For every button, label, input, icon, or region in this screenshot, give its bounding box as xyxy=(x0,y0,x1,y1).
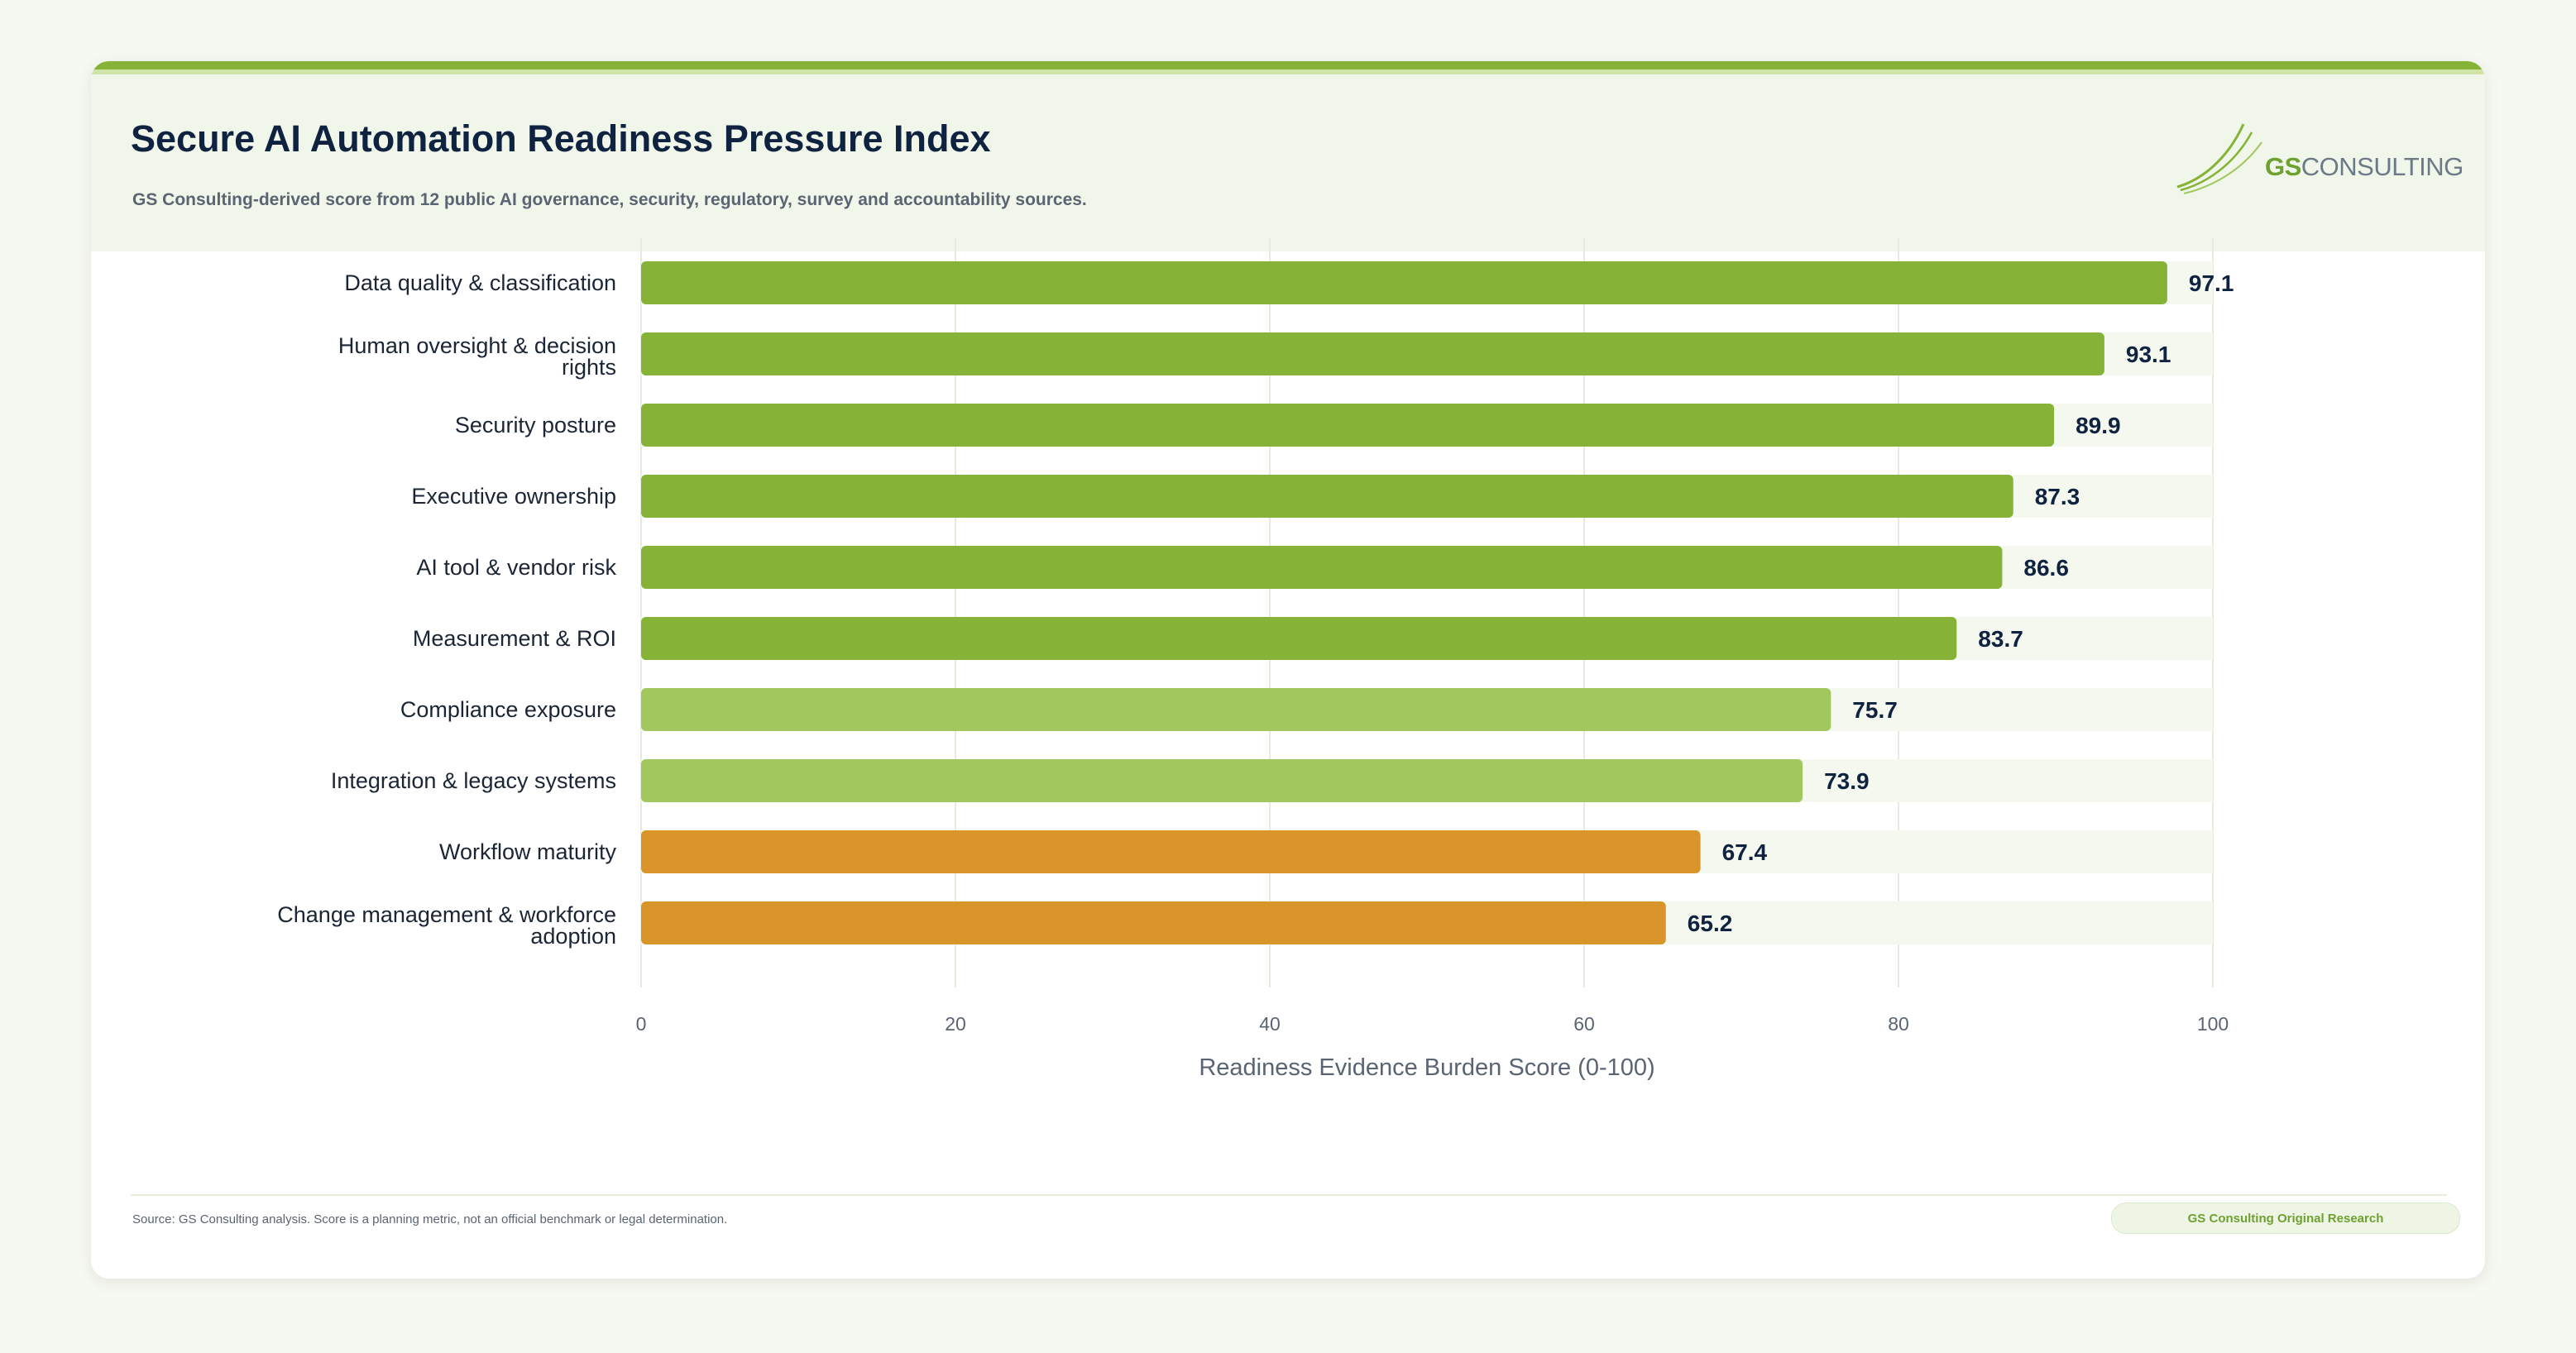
bar xyxy=(641,404,2055,447)
category-label: Measurement & ROI xyxy=(413,626,616,651)
swoosh-icon xyxy=(2176,123,2262,194)
bar xyxy=(641,546,2003,589)
header: Secure AI Automation Readiness Pressure … xyxy=(91,74,2485,251)
bar-chart: 97.1 Data quality & classification 93.1 Hum… xyxy=(277,238,2234,1081)
page-title: Secure AI Automation Readiness Pressure … xyxy=(131,117,991,160)
category-label: AI tool & vendor risk xyxy=(416,555,616,580)
bar-value-label: 67.4 xyxy=(1722,839,1768,865)
bar-value-label: 87.3 xyxy=(2035,484,2080,509)
bar-value-label: 75.7 xyxy=(1852,697,1898,723)
x-tick-label: 20 xyxy=(945,1013,966,1035)
category-label: Compliance exposure xyxy=(400,697,616,722)
logo-wordmark: GSCONSULTING xyxy=(2265,152,2463,181)
bar xyxy=(641,332,2104,375)
bar-value-label: 86.6 xyxy=(2023,555,2069,581)
bar xyxy=(641,759,1803,802)
category-label: Change management & workforce adoption xyxy=(277,902,616,949)
bar xyxy=(641,261,2167,304)
chart-card: Secure AI Automation Readiness Pressure … xyxy=(91,61,2485,1279)
gs-consulting-logo: GSCONSULTING xyxy=(2176,121,2463,195)
source-note: Source: GS Consulting analysis. Score is… xyxy=(132,1212,728,1226)
category-label: Security posture xyxy=(455,413,616,437)
category-label: Integration & legacy systems xyxy=(331,768,616,793)
bar-value-label: 65.2 xyxy=(1688,911,1733,936)
footer-divider xyxy=(131,1194,2447,1196)
bar-value-label: 83.7 xyxy=(1978,626,2023,652)
bar-value-label: 89.9 xyxy=(2076,413,2121,438)
x-tick-label: 40 xyxy=(1259,1013,1281,1035)
bar xyxy=(641,688,1831,731)
bar xyxy=(641,830,1701,873)
original-research-badge: GS Consulting Original Research xyxy=(2111,1202,2460,1234)
category-label: Executive ownership xyxy=(411,484,616,509)
accent-bar-light xyxy=(91,69,2485,74)
category-label: Data quality & classification xyxy=(344,270,616,295)
x-tick-label: 80 xyxy=(1888,1013,1909,1035)
category-label: Human oversight & decision rights xyxy=(338,333,616,380)
x-tick-label: 100 xyxy=(2197,1013,2229,1035)
accent-bar xyxy=(91,61,2485,69)
bar-value-label: 73.9 xyxy=(1824,768,1870,794)
x-tick-label: 0 xyxy=(636,1013,647,1035)
bar xyxy=(641,617,1957,660)
x-axis-title: Readiness Evidence Burden Score (0-100) xyxy=(1199,1054,1654,1081)
bar xyxy=(641,475,2013,518)
bar-value-label: 93.1 xyxy=(2126,342,2171,367)
bar xyxy=(641,901,1666,944)
page-subtitle: GS Consulting-derived score from 12 publ… xyxy=(132,190,1087,209)
bar-value-label: 97.1 xyxy=(2189,270,2234,296)
category-label: Workflow maturity xyxy=(439,839,617,864)
x-tick-label: 60 xyxy=(1573,1013,1595,1035)
